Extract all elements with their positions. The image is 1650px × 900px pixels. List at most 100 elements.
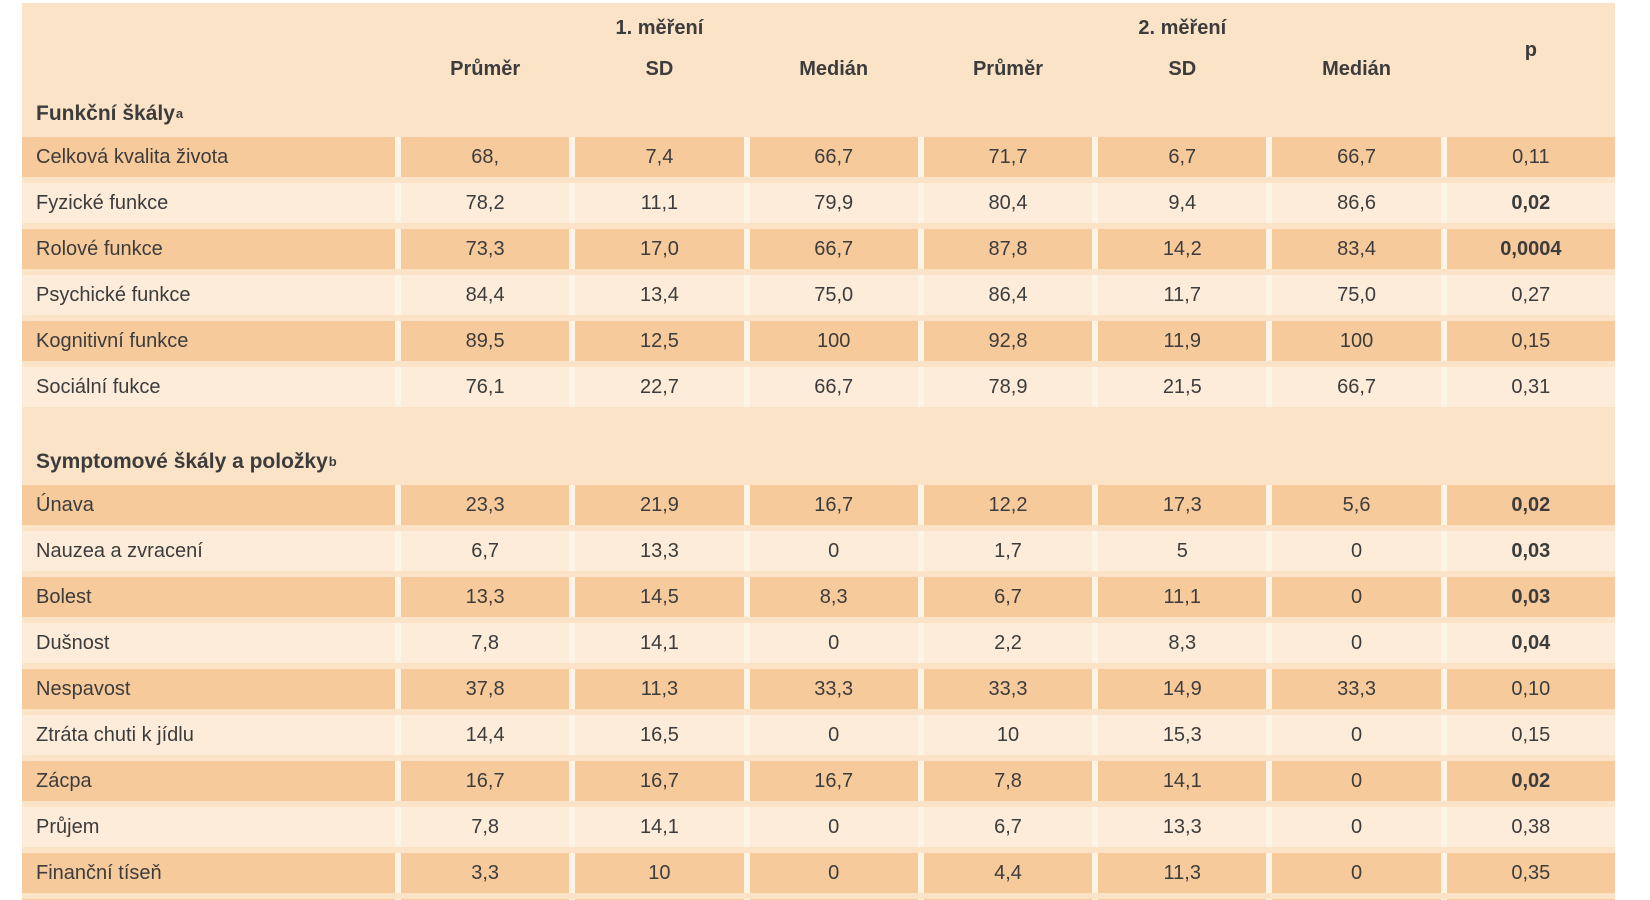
value-cell: 6,7 xyxy=(923,807,1093,847)
value-cell: 80,4 xyxy=(923,183,1093,223)
table-row: Sociální fukce 76,1 22,7 66,7 78,9 21,5 66,7 0,… xyxy=(22,367,1615,407)
value-cell: 8,3 xyxy=(1098,623,1267,663)
row-label: Rolové funkce xyxy=(22,229,395,269)
value-cell: 92,8 xyxy=(923,321,1093,361)
value-cell: 15,3 xyxy=(1098,715,1267,755)
value-cell: 71,7 xyxy=(923,137,1093,177)
value-cell: 7,4 xyxy=(575,137,744,177)
section-title-text: Symptomové škály a položky xyxy=(36,450,328,473)
value-cell: 13,3 xyxy=(575,531,744,571)
value-cell: 0 xyxy=(749,807,918,847)
column-header-mean-2: Průměr xyxy=(972,57,1043,80)
value-cell: 1,7 xyxy=(923,531,1093,571)
value-cell: 4,4 xyxy=(923,853,1093,893)
table-row: Průjem 7,8 14,1 0 6,7 13,3 0 0,38 xyxy=(22,807,1615,847)
row-label: Finanční tíseň xyxy=(22,853,395,893)
p-value-cell: 0,31 xyxy=(1446,367,1615,407)
p-value-cell: 0,27 xyxy=(1446,275,1615,315)
value-cell: 11,1 xyxy=(1098,577,1267,617)
value-cell: 12,5 xyxy=(575,321,744,361)
value-cell: 11,3 xyxy=(575,669,744,709)
value-cell: 6,7 xyxy=(1098,137,1267,177)
value-cell: 13,3 xyxy=(1098,807,1267,847)
row-label: Celková kvalita života xyxy=(22,137,395,177)
p-value-cell: 0,38 xyxy=(1446,807,1615,847)
p-value-cell: 0,03 xyxy=(1446,577,1615,617)
value-cell: 100 xyxy=(749,321,918,361)
value-cell: 16,7 xyxy=(401,761,570,801)
value-cell: 14,4 xyxy=(401,715,570,755)
p-value-cell: 0,02 xyxy=(1446,183,1615,223)
table-row: Ztráta chuti k jídlu 14,4 16,5 0 10 15,3 0 0,15 xyxy=(22,715,1615,755)
p-value-cell: 0,10 xyxy=(1446,669,1615,709)
value-cell: 0 xyxy=(1272,577,1441,617)
row-label: Průjem xyxy=(22,807,395,847)
value-cell: 11,3 xyxy=(1098,853,1267,893)
value-cell: 14,5 xyxy=(575,577,744,617)
value-cell: 13,3 xyxy=(401,577,570,617)
row-label: Sociální fukce xyxy=(22,367,395,407)
value-cell: 14,9 xyxy=(1098,669,1267,709)
value-cell: 78,9 xyxy=(923,367,1093,407)
value-cell: 0 xyxy=(1272,531,1441,571)
value-cell: 14,1 xyxy=(575,623,744,663)
table-row: Nespavost 37,8 11,3 33,3 33,3 14,9 33,3 0,10 xyxy=(22,669,1615,709)
value-cell: 14,1 xyxy=(575,807,744,847)
row-label: Psychické funkce xyxy=(22,275,395,315)
value-cell: 13,4 xyxy=(575,275,744,315)
value-cell: 0 xyxy=(749,623,918,663)
qol-statistics-table: 1. měření 2. měření p Průměr SD Medián P… xyxy=(22,3,1615,900)
row-label: Ztráta chuti k jídlu xyxy=(22,715,395,755)
value-cell: 0 xyxy=(1272,853,1441,893)
value-cell: 21,9 xyxy=(575,485,744,525)
column-header-median-2: Medián xyxy=(1322,57,1392,80)
value-cell: 0 xyxy=(749,715,918,755)
value-cell: 68, xyxy=(401,137,570,177)
value-cell: 14,1 xyxy=(1098,761,1267,801)
value-cell: 86,6 xyxy=(1272,183,1441,223)
group-header-measurement-2: 2. měření xyxy=(1138,16,1227,39)
p-value-cell: 0,0004 xyxy=(1446,229,1615,269)
column-header-mean-1: Průměr xyxy=(450,57,521,80)
p-value-cell: 0,04 xyxy=(1446,623,1615,663)
value-cell: 79,9 xyxy=(749,183,918,223)
table-row: Fyzické funkce 78,2 11,1 79,9 80,4 9,4 86,6 0,0… xyxy=(22,183,1615,223)
value-cell: 0 xyxy=(749,853,918,893)
table-row: Kognitivní funkce 89,5 12,5 100 92,8 11,9 100 0… xyxy=(22,321,1615,361)
value-cell: 0 xyxy=(1272,715,1441,755)
value-cell: 83,4 xyxy=(1272,229,1441,269)
value-cell: 10 xyxy=(923,715,1093,755)
value-cell: 21,5 xyxy=(1098,367,1267,407)
p-value-cell: 0,35 xyxy=(1446,853,1615,893)
table-row: Nauzea a zvracení 6,7 13,3 0 1,7 5 0 0,03 xyxy=(22,531,1615,571)
value-cell: 78,2 xyxy=(401,183,570,223)
value-cell: 0 xyxy=(1272,807,1441,847)
value-cell: 87,8 xyxy=(923,229,1093,269)
value-cell: 86,4 xyxy=(923,275,1093,315)
value-cell: 16,5 xyxy=(575,715,744,755)
section-title: Funkční škály a xyxy=(36,102,184,125)
section-title: Symptomové škály a položky b xyxy=(36,450,337,473)
value-cell: 100 xyxy=(1272,321,1441,361)
value-cell: 6,7 xyxy=(401,531,570,571)
table-row: Únava 23,3 21,9 16,7 12,2 17,3 5,6 0,02 xyxy=(22,485,1615,525)
value-cell: 11,7 xyxy=(1098,275,1267,315)
row-label: Dušnost xyxy=(22,623,395,663)
value-cell: 75,0 xyxy=(1272,275,1441,315)
p-value-cell: 0,02 xyxy=(1446,761,1615,801)
table-header: 1. měření 2. měření p Průměr SD Medián P… xyxy=(22,3,1615,91)
value-cell: 0 xyxy=(1272,761,1441,801)
p-value-cell: 0,15 xyxy=(1446,715,1615,755)
value-cell: 14,2 xyxy=(1098,229,1267,269)
column-header-sd-2: SD xyxy=(1168,57,1197,80)
row-label: Únava xyxy=(22,485,395,525)
value-cell: 3,3 xyxy=(401,853,570,893)
value-cell: 66,7 xyxy=(749,137,918,177)
value-cell: 66,7 xyxy=(1272,137,1441,177)
p-value-cell: 0,15 xyxy=(1446,321,1615,361)
table-row: Zácpa 16,7 16,7 16,7 7,8 14,1 0 0,02 xyxy=(22,761,1615,801)
value-cell: 66,7 xyxy=(1272,367,1441,407)
p-value-cell: 0,11 xyxy=(1446,137,1615,177)
value-cell: 2,2 xyxy=(923,623,1093,663)
value-cell: 10 xyxy=(575,853,744,893)
